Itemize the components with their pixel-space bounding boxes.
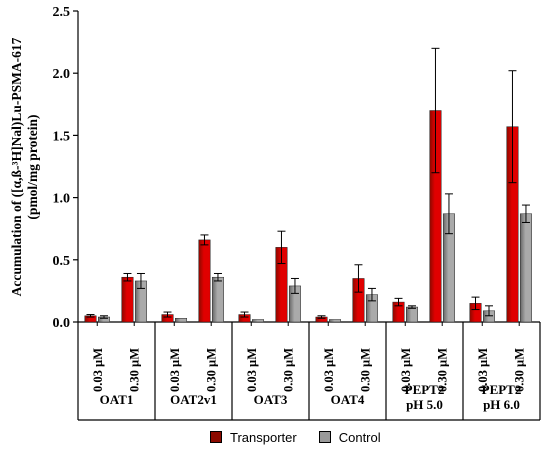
concentration-label: 0.03 µM — [399, 348, 413, 392]
group-label: OAT2v1 — [170, 392, 217, 407]
legend-swatch-control — [318, 431, 331, 443]
concentration-label: 0.30 µM — [282, 348, 296, 392]
legend-item-transporter: Transporter — [210, 430, 297, 445]
legend-label-control: Control — [338, 429, 381, 445]
legend-label-transporter: Transporter — [230, 429, 297, 445]
bar-control — [329, 319, 341, 323]
y-axis-title-line1: Accumulation of ([α,ß-³H]Nal)Lu-PSMA-617 — [9, 37, 24, 296]
concentration-label: 0.30 µM — [128, 348, 142, 392]
group-label: pH 5.0 — [406, 397, 443, 412]
bar-control — [252, 319, 264, 323]
y-tick-label: 0.5 — [53, 254, 71, 269]
concentration-label: 0.03 µM — [168, 348, 182, 392]
concentration-label: 0.03 µM — [245, 348, 259, 392]
y-tick-label: 2.5 — [53, 5, 71, 20]
group-label: OAT4 — [331, 392, 365, 407]
concentration-label: 0.30 µM — [436, 348, 450, 392]
bar-control — [406, 306, 418, 323]
y-tick-label: 1.5 — [53, 129, 71, 144]
bar-control — [211, 276, 224, 323]
bar-transporter — [198, 239, 211, 323]
concentration-label: 0.30 µM — [359, 348, 373, 392]
group-label: OAT3 — [254, 392, 288, 407]
y-tick-label: 0.0 — [53, 316, 71, 331]
concentration-label: 0.03 µM — [476, 348, 490, 392]
legend: Transporter Control — [210, 428, 381, 446]
bar-control — [175, 318, 187, 323]
bar-transporter — [121, 276, 134, 323]
bar-control — [519, 213, 532, 323]
group-label: PEPT2 — [482, 382, 522, 397]
legend-item-control: Control — [318, 429, 381, 445]
y-tick-label: 2.0 — [53, 67, 71, 82]
legend-swatch-transporter — [210, 431, 222, 443]
group-label: pH 6.0 — [483, 397, 520, 412]
concentration-label: 0.30 µM — [205, 348, 219, 392]
y-tick-label: 1.0 — [53, 192, 71, 207]
group-label: PEPT2 — [405, 382, 445, 397]
group-label: OAT1 — [100, 392, 134, 407]
concentration-label: 0.03 µM — [322, 348, 336, 392]
concentration-label: 0.03 µM — [91, 348, 105, 392]
y-axis-title-line2: (pmol/mg protein) — [25, 114, 40, 219]
concentration-label: 0.30 µM — [513, 348, 527, 392]
